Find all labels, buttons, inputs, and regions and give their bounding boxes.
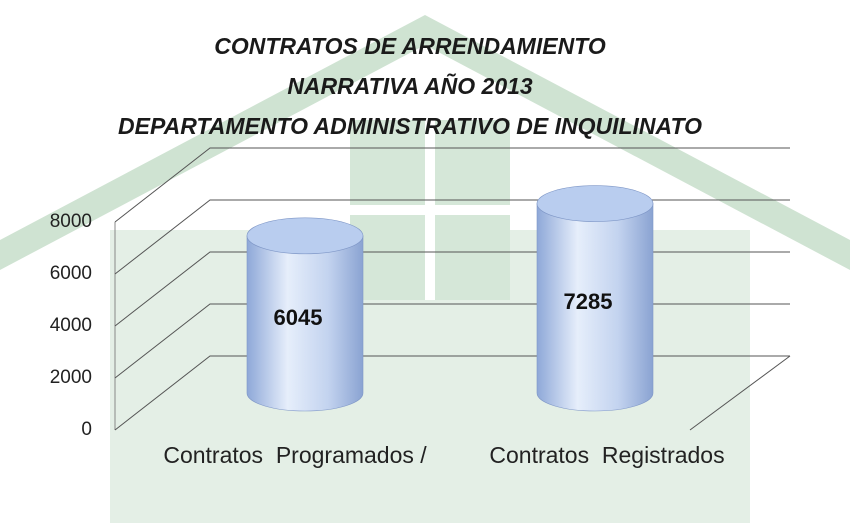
chart-title: DEPARTAMENTO ADMINISTRATIVO DE INQUILINA… bbox=[118, 113, 702, 139]
y-tick-label: 6000 bbox=[50, 263, 92, 284]
bar-top bbox=[247, 218, 363, 254]
y-tick-label: 4000 bbox=[50, 315, 92, 336]
y-tick-label: 8000 bbox=[50, 211, 92, 232]
x-tick-label: Contratos Registrados bbox=[489, 442, 724, 468]
x-tick-label: Contratos Programados / bbox=[163, 442, 427, 468]
value-label: 6045 bbox=[274, 305, 323, 330]
y-tick-label: 2000 bbox=[50, 367, 92, 388]
bar-top bbox=[537, 186, 653, 222]
chart-title: CONTRATOS DE ARRENDAMIENTO bbox=[214, 33, 606, 59]
chart: CONTRATOS DE ARRENDAMIENTO NARRATIVA AÑO… bbox=[0, 0, 850, 523]
chart-title: NARRATIVA AÑO 2013 bbox=[287, 72, 533, 99]
value-label: 7285 bbox=[564, 289, 613, 314]
y-tick-label: 0 bbox=[81, 419, 92, 440]
